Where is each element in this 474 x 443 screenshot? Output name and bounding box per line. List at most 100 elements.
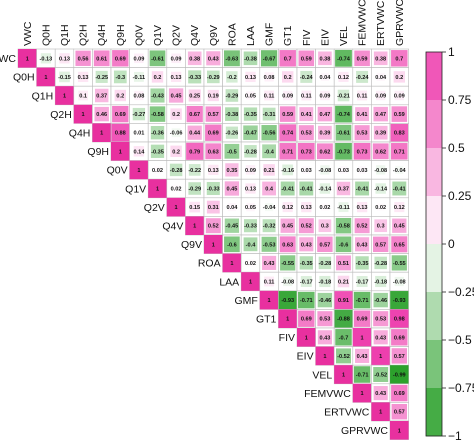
heatmap-cell: -0.41 [352, 178, 372, 199]
heatmap-cell: -0.26 [222, 123, 242, 143]
heatmap-cell: 0.05 [240, 197, 261, 217]
cell-value-label: 0.63 [208, 149, 219, 155]
cell-square [339, 165, 348, 174]
heatmap-cell: 0.43 [296, 234, 316, 254]
cell-value-label: -0.2 [227, 75, 237, 81]
column-label: EIV [319, 29, 331, 46]
cell-value-label: 0.51 [338, 261, 349, 267]
heatmap-cell: -0.14 [315, 178, 335, 199]
cell-square [93, 50, 110, 67]
heatmap-cell: 0.38 [315, 48, 335, 68]
cell-value-label: 0.45 [282, 224, 293, 230]
column-label: GMF [264, 23, 276, 46]
heatmap-cell: -0.41 [389, 178, 409, 199]
heatmap-cell: 0.7 [389, 48, 409, 68]
cell-square [316, 143, 333, 160]
heatmap-cell: -0.35 [147, 141, 168, 161]
cell-square [188, 89, 201, 102]
cell-value-label: 0.11 [264, 94, 275, 100]
heatmap-cell: 0.13 [352, 197, 372, 217]
heatmap-cell: 0.11 [259, 85, 279, 106]
cell-value-label: -0.41 [281, 187, 294, 193]
heatmap-cell: 1 [240, 271, 261, 292]
cell-square [335, 124, 352, 141]
cell-square [335, 217, 352, 234]
heatmap-cell: -0.15 [54, 67, 75, 87]
cell-square [135, 129, 143, 137]
cell-value-label: -0.6 [339, 242, 349, 248]
cell-value-label: -0.4 [264, 149, 275, 155]
cell-value-label: -0.41 [300, 187, 313, 193]
cell-square [279, 143, 296, 160]
cell-square [320, 90, 330, 101]
cell-value-label: 1 [44, 75, 47, 81]
cell-value-label: 0.53 [301, 131, 312, 137]
colorbar-band [426, 148, 442, 197]
heatmap-cell: 0.59 [296, 48, 316, 68]
cell-value-label: -0.7 [339, 335, 349, 341]
cell-square [166, 197, 186, 217]
cell-value-label: -0.29 [226, 94, 239, 100]
cell-value-label: 0.38 [189, 56, 200, 62]
colorbar-band [426, 100, 442, 149]
cell-value-label: 0.02 [171, 187, 182, 193]
cell-value-label: 0.56 [78, 56, 89, 62]
cell-square [264, 276, 275, 287]
cell-square [281, 71, 294, 83]
cell-value-label: -0.28 [244, 149, 257, 155]
heatmap-cell: 1 [185, 216, 205, 236]
cell-square [134, 90, 144, 101]
colorbar-band [426, 340, 442, 389]
heatmap-cell: -0.08 [389, 271, 409, 292]
heatmap-cell: -0.46 [315, 290, 335, 310]
cell-value-label: -0.56 [263, 131, 276, 137]
cell-value-label: 0.2 [284, 75, 292, 81]
cell-square [302, 165, 311, 174]
cell-square [355, 181, 370, 196]
cell-square [390, 309, 409, 328]
cell-value-label: -0.31 [263, 112, 276, 118]
heatmap-cell: 0.47 [371, 104, 391, 124]
heatmap-cell: 0.69 [352, 309, 372, 329]
cell-value-label: 0.69 [394, 335, 405, 341]
row-label: VEL [312, 369, 332, 381]
cell-square [298, 125, 314, 141]
cell-square [133, 146, 145, 157]
cell-square [224, 236, 240, 253]
cell-square [390, 123, 409, 142]
cell-value-label: -0.38 [226, 112, 239, 118]
row-label: Q0V [107, 165, 128, 177]
cell-value-label: 0.11 [264, 280, 275, 286]
cell-square [391, 236, 408, 253]
heatmap-cell: 0.83 [389, 123, 409, 143]
cell-value-label: 0.91 [338, 298, 349, 304]
cell-square [317, 292, 333, 308]
heatmap-cell: 0.59 [278, 104, 298, 124]
row-label: EIV [297, 351, 314, 363]
heatmap-cell: 0.71 [389, 141, 409, 161]
heatmap-cell: -0.55 [389, 253, 409, 273]
heatmap-cell: -0.88 [333, 309, 354, 329]
cell-square [246, 91, 255, 100]
cell-square [206, 51, 221, 66]
colorbar-tick-label: 0.25 [448, 189, 472, 203]
cell-value-label: -0.25 [95, 75, 108, 81]
heatmap-cell: -0.17 [296, 271, 316, 292]
cell-value-label: 0.02 [152, 168, 163, 174]
cell-square [148, 179, 167, 198]
cell-value-label: 0.59 [282, 112, 293, 118]
cell-value-label: -0.93 [281, 298, 294, 304]
heatmap-cell: -0.38 [222, 104, 242, 124]
cell-value-label: 0.09 [282, 94, 293, 100]
cell-square [319, 183, 331, 194]
cell-square [375, 90, 386, 101]
column-label: Q9H [115, 24, 127, 46]
heatmap-cell: -0.28 [371, 253, 391, 273]
cell-square [225, 107, 239, 121]
cell-square [373, 51, 388, 66]
heatmap-cell: 0.31 [203, 197, 223, 217]
row-label: Q2H [50, 109, 72, 121]
cell-square [371, 402, 390, 421]
cell-square [373, 386, 388, 401]
heatmap-cell: -0.08 [278, 271, 298, 292]
